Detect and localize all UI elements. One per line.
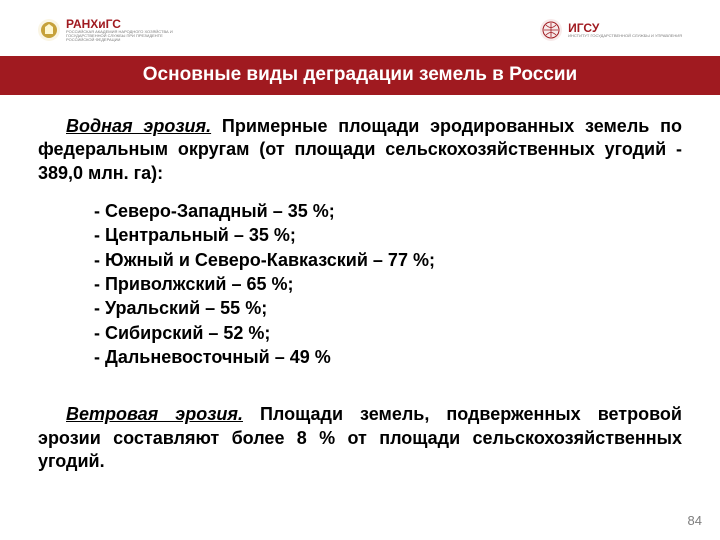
list-item: - Дальневосточный – 49 %: [94, 345, 682, 369]
crest-icon: [38, 19, 60, 41]
logo-left: РАНХиГС РОССИЙСКАЯ АКАДЕМИЯ НАРОДНОГО ХО…: [38, 18, 186, 42]
list-item: - Уральский – 55 %;: [94, 296, 682, 320]
district-list: - Северо-Западный – 35 %; - Центральный …: [94, 199, 682, 369]
slide-body: Водная эрозия. Примерные площади эродиро…: [0, 115, 720, 473]
paragraph-wind-erosion: Ветровая эрозия. Площади земель, подверж…: [38, 403, 682, 473]
list-item: - Южный и Северо-Кавказский – 77 %;: [94, 248, 682, 272]
list-item: - Сибирский – 52 %;: [94, 321, 682, 345]
logo-right: ИГСУ ИНСТИТУТ ГОСУДАРСТВЕННОЙ СЛУЖБЫ И У…: [540, 19, 682, 41]
list-item: - Северо-Западный – 35 %;: [94, 199, 682, 223]
page-number: 84: [688, 513, 702, 528]
list-item: - Приволжский – 65 %;: [94, 272, 682, 296]
list-item: - Центральный – 35 %;: [94, 223, 682, 247]
logo-right-sub: ИНСТИТУТ ГОСУДАРСТВЕННОЙ СЛУЖБЫ И УПРАВЛ…: [568, 34, 682, 38]
logo-left-sub: РОССИЙСКАЯ АКАДЕМИЯ НАРОДНОГО ХОЗЯЙСТВА …: [66, 30, 186, 42]
globe-icon: [540, 19, 562, 41]
paragraph-water-erosion: Водная эрозия. Примерные площади эродиро…: [38, 115, 682, 185]
para1-lead: Водная эрозия.: [66, 116, 211, 136]
header-row: РАНХиГС РОССИЙСКАЯ АКАДЕМИЯ НАРОДНОГО ХО…: [0, 0, 720, 56]
slide-title: Основные виды деградации земель в России: [0, 56, 720, 95]
para2-lead: Ветровая эрозия.: [66, 404, 243, 424]
